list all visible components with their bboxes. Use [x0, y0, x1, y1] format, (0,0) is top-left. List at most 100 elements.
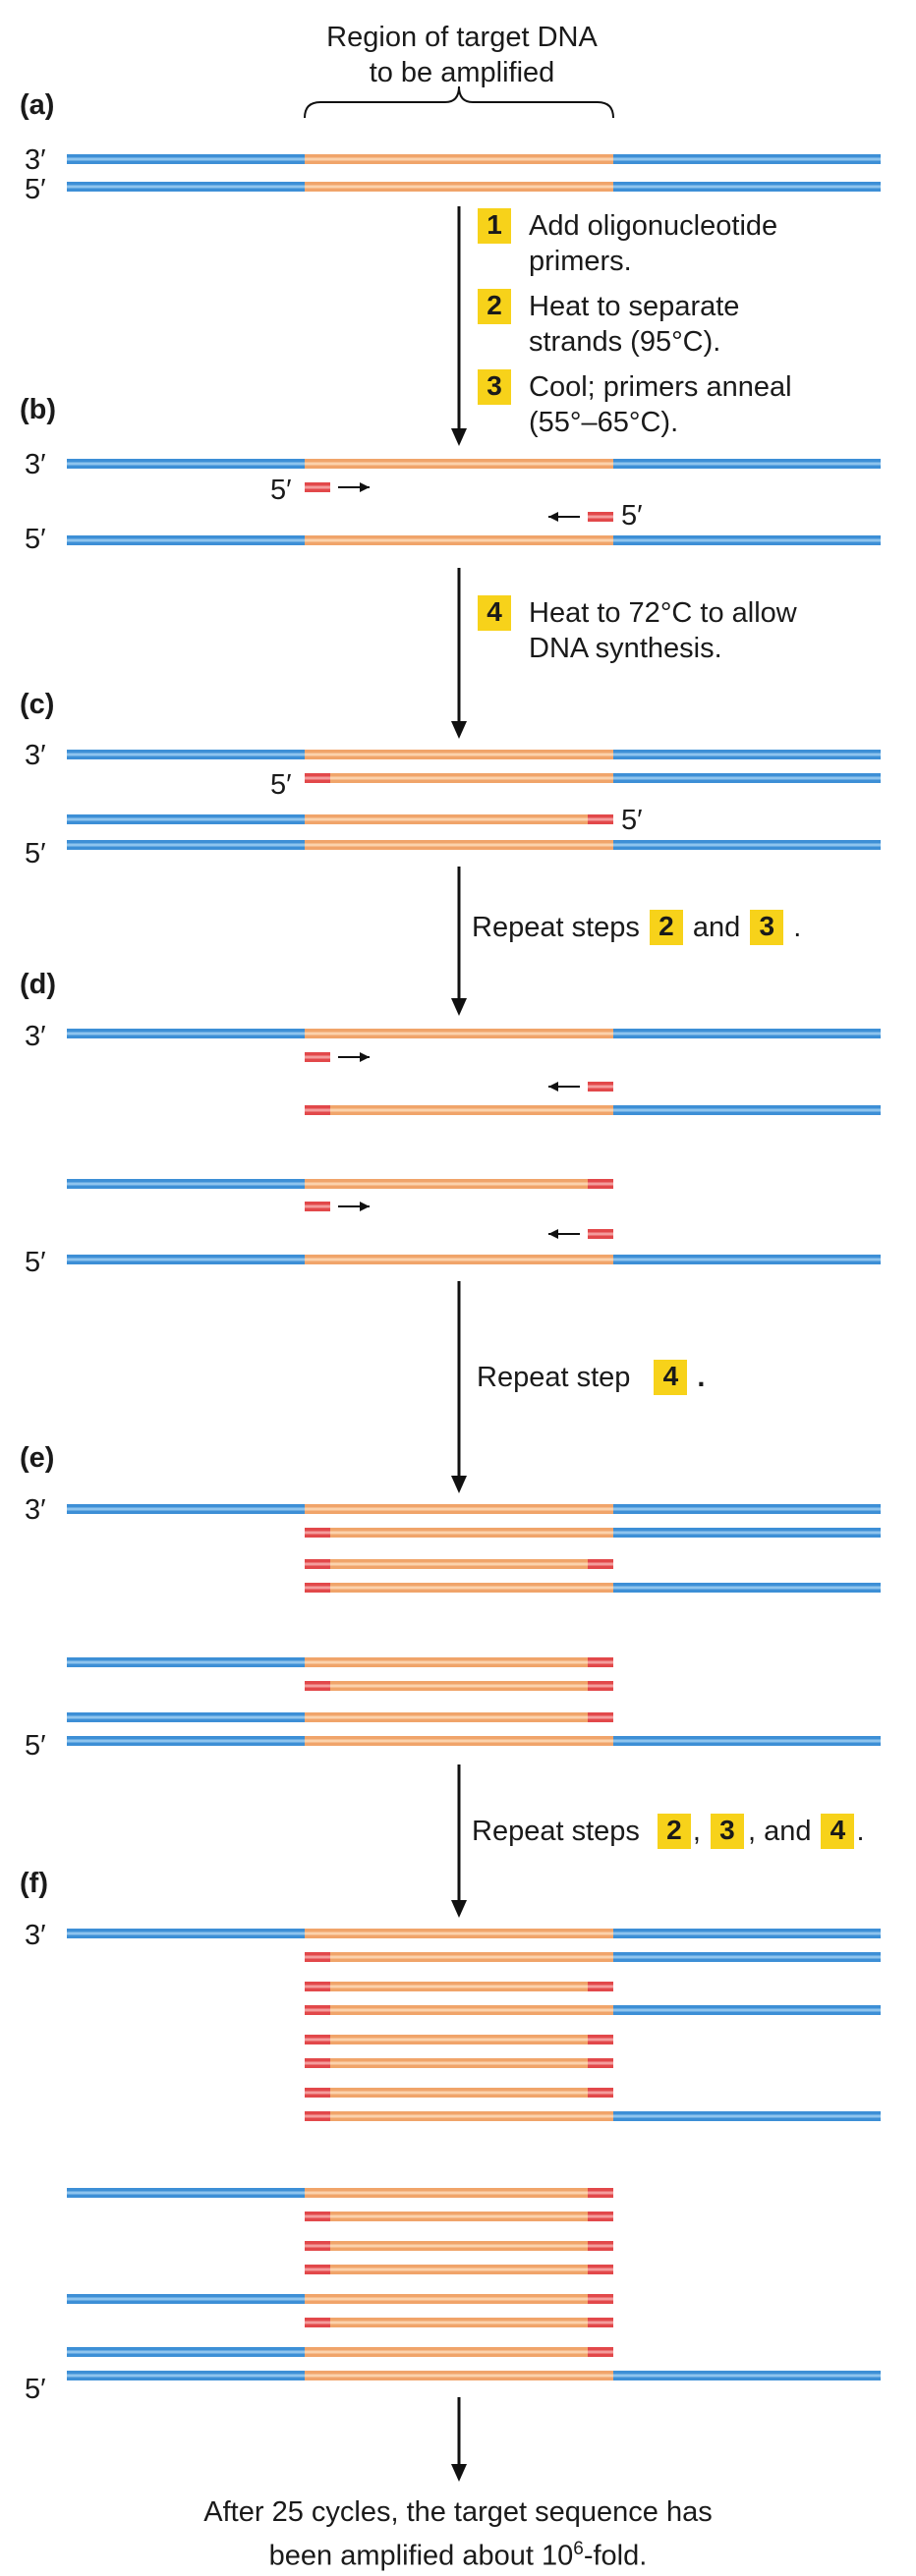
primer-highlight	[588, 1715, 613, 1719]
primer-highlight	[588, 2061, 613, 2065]
step-number-badge: 4	[654, 1360, 688, 1395]
primer-highlight	[588, 2268, 613, 2271]
primer-highlight	[305, 776, 330, 780]
end-label-5prime: 5′	[25, 174, 46, 205]
flanking-dna-segment-highlight	[613, 2114, 881, 2118]
panel-label-c: (c)	[20, 689, 55, 720]
target-region-segment-highlight	[305, 1739, 613, 1743]
flanking-dna-segment-highlight	[613, 2008, 881, 2012]
primer-highlight	[305, 2091, 330, 2095]
repeat-text: , and	[747, 1816, 812, 1847]
target-region-segment-highlight	[330, 2214, 588, 2218]
step-number-badge: 3	[750, 910, 784, 945]
flanking-dna-segment-highlight	[67, 1932, 305, 1935]
target-region-segment-highlight	[330, 2321, 588, 2324]
primer-5prime-label: 5′	[621, 500, 643, 532]
repeat-text: ,	[692, 1816, 701, 1847]
footer-text: been amplified about 10	[268, 2540, 574, 2572]
title-line-1: Region of target DNA	[326, 22, 598, 53]
step-number-badge: 4	[821, 1814, 855, 1849]
target-region-segment-highlight	[330, 1562, 588, 1566]
flanking-dna-segment-highlight	[613, 157, 881, 161]
end-label-3prime: 3′	[25, 449, 46, 480]
footer-line-1: After 25 cycles, the target sequence has	[203, 2496, 713, 2528]
target-region-segment-highlight	[330, 1108, 613, 1112]
target-region-segment-highlight	[305, 1258, 613, 1261]
flanking-dna-segment-highlight	[67, 1507, 305, 1511]
target-region-segment-highlight	[305, 843, 613, 847]
process-arrow-head	[451, 998, 467, 1016]
primer-highlight	[305, 1586, 330, 1590]
primer-5prime-label: 5′	[270, 475, 292, 506]
target-region-segment-highlight	[330, 2114, 613, 2118]
target-region-title: Region of target DNA to be amplified	[206, 20, 717, 90]
repeat-text: .	[793, 912, 802, 943]
step-3: 3 Cool; primers anneal (55°–65°C).	[478, 369, 792, 440]
primer-highlight	[305, 1531, 330, 1535]
primer-highlight	[588, 1085, 613, 1089]
target-region-segment-highlight	[305, 2374, 613, 2378]
flanking-dna-segment-highlight	[613, 1108, 881, 1112]
flanking-dna-segment-highlight	[613, 1932, 881, 1935]
primer-highlight	[588, 2350, 613, 2354]
end-label-3prime: 3′	[25, 1920, 46, 1951]
repeat-text: .	[697, 1362, 706, 1393]
target-region-segment-highlight	[305, 538, 613, 542]
target-region-segment-highlight	[330, 776, 613, 780]
flanking-dna-segment-highlight	[67, 2350, 305, 2354]
flanking-dna-segment-highlight	[67, 2191, 305, 2195]
target-region-segment-highlight	[305, 462, 613, 466]
primer-highlight	[305, 2321, 330, 2324]
flanking-dna-segment-highlight	[613, 1739, 881, 1743]
target-region-segment-highlight	[305, 2297, 588, 2301]
target-region-segment-highlight	[305, 1182, 588, 1186]
end-label-3prime: 3′	[25, 740, 46, 771]
flanking-dna-segment-highlight	[67, 843, 305, 847]
flanking-dna-segment-highlight	[67, 817, 305, 821]
flanking-dna-segment-highlight	[613, 843, 881, 847]
target-region-segment-highlight	[330, 2008, 613, 2012]
step-number-badge: 3	[478, 369, 511, 405]
target-region-segment-highlight	[330, 2268, 588, 2271]
step-text: (55°–65°C).	[529, 407, 679, 438]
panel-label-d: (d)	[20, 969, 57, 1000]
flanking-dna-segment-highlight	[67, 2374, 305, 2378]
primer-highlight	[588, 1182, 613, 1186]
step-number-badge: 2	[649, 910, 683, 945]
primer-5prime-label: 5′	[270, 769, 292, 801]
repeat-text: Repeat step	[477, 1362, 631, 1393]
primer-highlight	[588, 2321, 613, 2324]
flanking-dna-segment-highlight	[67, 185, 305, 189]
step-number-badge: 2	[657, 1814, 691, 1849]
direction-arrow-head	[548, 1082, 558, 1092]
primer-highlight	[588, 515, 613, 519]
flanking-dna-segment-highlight	[613, 462, 881, 466]
repeat-steps-2-3: Repeat steps 2 and 3 .	[472, 910, 801, 945]
flanking-dna-segment-highlight	[613, 1531, 881, 1535]
primer-highlight	[588, 2191, 613, 2195]
primer-highlight	[305, 2061, 330, 2065]
flanking-dna-segment-highlight	[67, 1258, 305, 1261]
flanking-dna-segment-highlight	[67, 1182, 305, 1186]
end-label-3prime: 3′	[25, 1494, 46, 1526]
primer-highlight	[305, 2244, 330, 2248]
step-text: DNA synthesis.	[529, 633, 722, 664]
direction-arrow-head	[360, 1052, 370, 1062]
primer-highlight	[305, 1108, 330, 1112]
primer-highlight	[588, 1985, 613, 1988]
footer-superscript: 6	[573, 2539, 584, 2559]
panel-label-f: (f)	[20, 1868, 48, 1899]
primer-highlight	[588, 2038, 613, 2042]
flanking-dna-segment-highlight	[613, 1032, 881, 1036]
primer-highlight	[588, 2091, 613, 2095]
primer-highlight	[305, 1684, 330, 1688]
step-text: Cool; primers anneal	[529, 371, 792, 403]
repeat-step-4: Repeat step 4 .	[477, 1360, 705, 1395]
step-2: 2 Heat to separate strands (95°C).	[478, 289, 739, 360]
target-region-segment-highlight	[305, 1715, 588, 1719]
flanking-dna-segment-highlight	[613, 1258, 881, 1261]
footer-text: -fold.	[583, 2540, 648, 2572]
flanking-dna-segment-highlight	[67, 462, 305, 466]
